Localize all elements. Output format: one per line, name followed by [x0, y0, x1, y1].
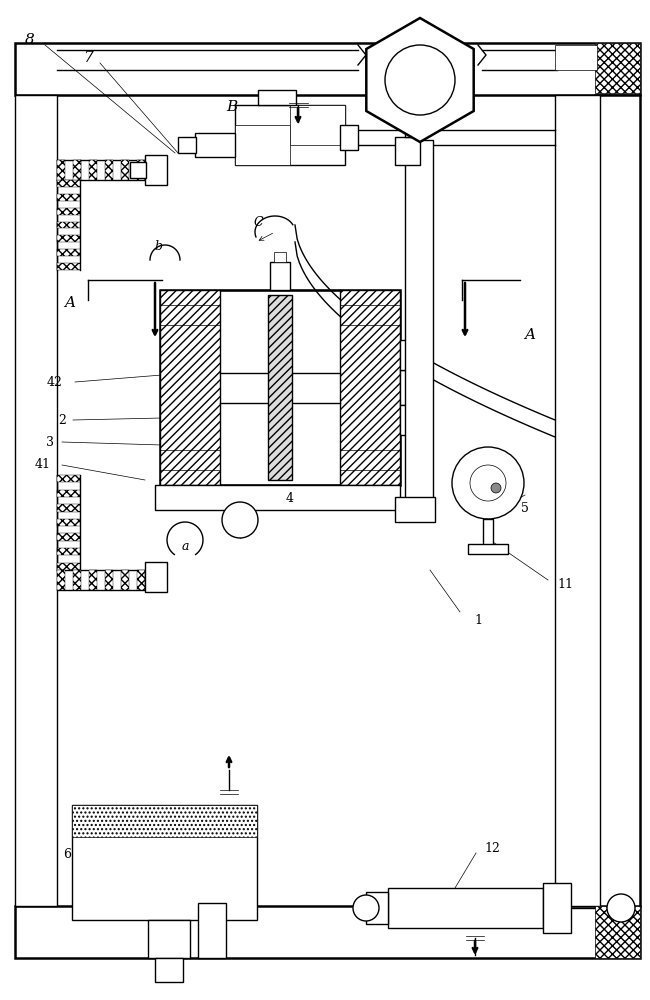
Bar: [57, 194, 80, 201]
Text: 41: 41: [35, 458, 51, 472]
Bar: [72, 805, 257, 920]
Bar: [366, 892, 388, 924]
Circle shape: [491, 483, 501, 493]
Text: 6: 6: [63, 848, 71, 861]
Bar: [89, 160, 97, 180]
Text: 3: 3: [46, 436, 54, 448]
Bar: [57, 208, 80, 215]
Bar: [57, 490, 80, 497]
Text: 8: 8: [25, 33, 35, 47]
Bar: [105, 160, 113, 180]
Bar: [178, 137, 196, 153]
Bar: [274, 252, 286, 262]
Text: 7: 7: [83, 51, 93, 65]
Text: b: b: [154, 240, 162, 253]
Bar: [155, 958, 183, 982]
Bar: [15, 906, 640, 958]
Text: a: a: [181, 540, 188, 554]
Bar: [400, 340, 425, 370]
Bar: [57, 533, 80, 541]
Bar: [57, 570, 65, 590]
Bar: [555, 95, 600, 906]
Bar: [121, 160, 129, 180]
Bar: [395, 137, 420, 165]
Bar: [555, 45, 597, 70]
Text: 4: 4: [286, 491, 294, 504]
Text: 2: 2: [58, 414, 66, 426]
Text: A: A: [525, 328, 536, 342]
Bar: [270, 262, 290, 290]
Text: A: A: [64, 296, 75, 310]
Bar: [89, 570, 97, 590]
Text: 11: 11: [557, 578, 573, 591]
Circle shape: [470, 465, 506, 501]
Text: B: B: [226, 100, 238, 114]
Bar: [198, 903, 226, 958]
Bar: [57, 504, 80, 512]
Bar: [483, 519, 493, 547]
Bar: [340, 290, 400, 485]
Bar: [57, 235, 80, 242]
Bar: [195, 133, 235, 157]
Polygon shape: [367, 18, 474, 142]
Text: 5: 5: [521, 502, 529, 514]
Bar: [145, 562, 167, 592]
Bar: [400, 370, 418, 405]
Bar: [57, 180, 80, 187]
Bar: [57, 548, 80, 555]
Bar: [57, 563, 80, 570]
Circle shape: [222, 502, 258, 538]
Bar: [15, 95, 57, 906]
Bar: [258, 90, 296, 105]
Bar: [121, 570, 129, 590]
Bar: [137, 160, 145, 180]
Bar: [57, 519, 80, 526]
Bar: [73, 160, 81, 180]
Bar: [137, 570, 145, 590]
Text: C: C: [254, 216, 263, 229]
Bar: [395, 497, 435, 522]
Bar: [543, 883, 571, 933]
Bar: [15, 43, 640, 95]
Bar: [73, 570, 81, 590]
Bar: [235, 105, 345, 165]
Bar: [405, 97, 420, 137]
Bar: [405, 140, 433, 520]
Bar: [57, 249, 80, 256]
Circle shape: [452, 447, 524, 519]
Bar: [290, 105, 345, 145]
Text: 12: 12: [484, 842, 500, 854]
Bar: [595, 95, 640, 906]
Circle shape: [353, 895, 379, 921]
Bar: [57, 475, 80, 482]
Bar: [268, 295, 292, 480]
Bar: [468, 544, 508, 554]
Bar: [105, 570, 113, 590]
Circle shape: [385, 45, 455, 115]
Bar: [388, 888, 543, 928]
Bar: [57, 160, 65, 180]
Bar: [340, 125, 358, 150]
Text: 1: 1: [474, 613, 482, 626]
Bar: [160, 290, 400, 485]
Bar: [57, 222, 80, 228]
Bar: [160, 290, 220, 485]
Bar: [148, 920, 190, 958]
Circle shape: [607, 894, 635, 922]
Bar: [130, 162, 146, 178]
Bar: [72, 805, 257, 837]
Bar: [595, 43, 640, 93]
Bar: [235, 125, 290, 165]
Bar: [400, 405, 425, 435]
Bar: [595, 906, 640, 958]
Bar: [155, 485, 400, 510]
Text: 42: 42: [47, 375, 63, 388]
Bar: [57, 263, 80, 270]
Bar: [145, 155, 167, 185]
